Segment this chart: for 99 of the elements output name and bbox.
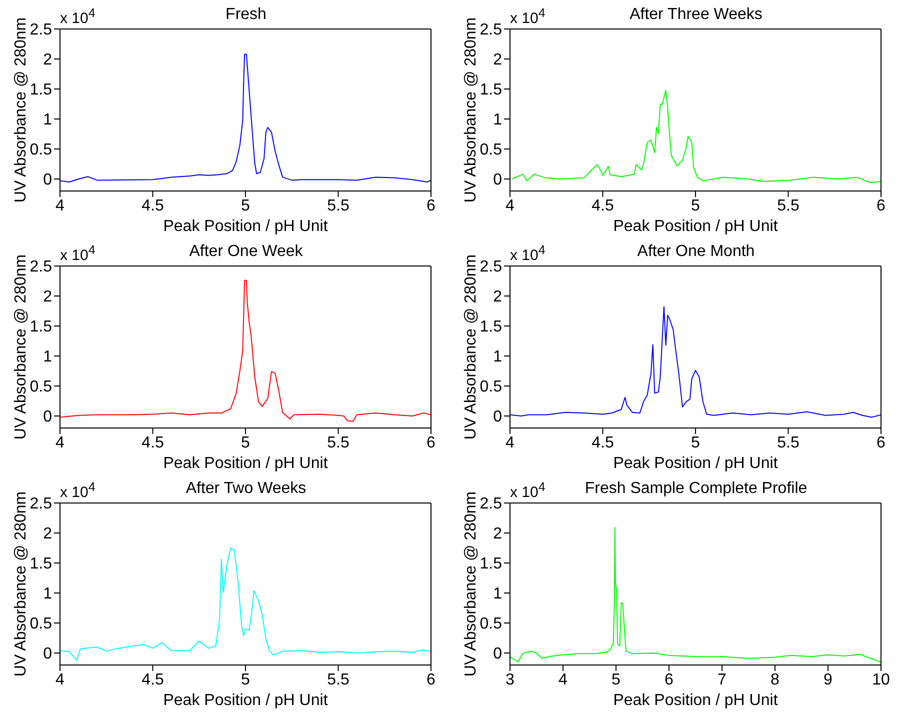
line-series <box>511 90 881 184</box>
x-tick-label: 4 <box>56 434 65 452</box>
x-tick-label: 5.5 <box>777 434 800 452</box>
y-tick-label: 1 <box>493 348 502 366</box>
x-tick-label: 6 <box>876 197 886 214</box>
line-series <box>510 306 881 418</box>
y-tick-label: 2 <box>493 288 502 306</box>
x-tick-label: 4 <box>558 671 568 688</box>
y-tick-label: 2 <box>493 52 502 69</box>
text: x 10$^{4}$ <box>60 243 96 264</box>
y-tick-label: 2.5 <box>30 258 52 276</box>
x-tick-label: 5 <box>612 671 621 688</box>
x-tick-label: 4.5 <box>592 197 614 214</box>
x-tick-label: 7 <box>718 671 727 688</box>
text: x 10$^{4}$ <box>510 480 546 501</box>
x-tick-label: 6 <box>426 434 436 452</box>
y-tick-label: 1 <box>43 586 52 603</box>
x-tick-label: 5 <box>691 197 700 214</box>
x-tick-label: 9 <box>824 671 833 688</box>
y-tick-label: 1 <box>493 586 502 603</box>
x-axis-title: Peak Position / pH Unit <box>163 218 328 235</box>
y-tick-label: 2.5 <box>480 496 502 513</box>
y-tick-label: 0.5 <box>480 616 502 633</box>
text: x 10$^{4}$ <box>510 6 546 27</box>
chart-title: After Three Weeks <box>630 6 762 23</box>
y-tick-label: 1 <box>493 112 502 129</box>
y-tick-label: 0.5 <box>30 142 52 159</box>
y-tick-label: 2 <box>43 52 52 69</box>
y-tick-label: 0.5 <box>30 616 52 633</box>
y-tick-label: 1 <box>43 112 52 129</box>
text: x 10$^{4}$ <box>60 6 96 27</box>
y-tick-label: 1.5 <box>30 556 52 573</box>
x-axis-title: Peak Position / pH Unit <box>613 692 778 709</box>
y-tick-label: 0 <box>493 646 502 663</box>
x-tick-label: 5.5 <box>327 671 350 688</box>
x-tick-label: 4 <box>56 197 65 214</box>
line-series <box>510 527 881 662</box>
y-tick-label: 0.5 <box>30 378 52 396</box>
chart-title: Fresh Sample Complete Profile <box>584 480 808 497</box>
chart-title: After Two Weeks <box>186 480 306 497</box>
x-tick-label: 5 <box>241 197 250 214</box>
x-tick-label: 5.5 <box>327 434 350 452</box>
x-tick-label: 6 <box>426 671 436 688</box>
x-axis-title: Peak Position / pH Unit <box>613 218 778 235</box>
y-tick-label: 0 <box>43 646 52 663</box>
x-tick-label: 5 <box>241 671 250 688</box>
x-tick-label: 8 <box>770 671 780 688</box>
text: x 10$^{4}$ <box>60 480 96 501</box>
y-tick-label: 0 <box>493 408 502 426</box>
y-axis-title: UV Absorbance @ 280nm <box>462 254 480 440</box>
line-series <box>60 54 431 182</box>
y-axis-title: UV Absorbance @ 280nm <box>12 254 30 440</box>
x-tick-label: 4.5 <box>142 197 164 214</box>
x-tick-label: 4.5 <box>142 434 164 452</box>
x-axis-title: Peak Position / pH Unit <box>163 692 328 709</box>
line-series <box>60 280 431 422</box>
y-tick-label: 2 <box>493 526 502 543</box>
y-tick-label: 0.5 <box>480 378 502 396</box>
x-tick-label: 4 <box>506 197 515 214</box>
line-series <box>60 548 431 661</box>
chart-title: Fresh <box>226 6 266 23</box>
x-axis-title: Peak Position / pH Unit <box>613 455 778 472</box>
y-tick-label: 1 <box>43 348 52 366</box>
text: x 10$^{4}$ <box>510 243 546 264</box>
x-tick-label: 4 <box>56 671 65 688</box>
y-axis-title: UV Absorbance @ 280nm <box>12 491 30 677</box>
y-axis-title: UV Absorbance @ 280nm <box>462 17 480 203</box>
x-tick-label: 4.5 <box>592 434 614 452</box>
y-tick-label: 2.5 <box>30 22 52 39</box>
chart-title: After One Month <box>637 243 755 260</box>
x-tick-label: 5.5 <box>327 197 350 214</box>
x-tick-label: 10 <box>872 671 890 688</box>
y-axis-title: UV Absorbance @ 280nm <box>12 17 30 203</box>
x-tick-label: 4.5 <box>142 671 164 688</box>
y-tick-label: 1.5 <box>480 556 502 573</box>
y-tick-label: 1.5 <box>480 82 502 99</box>
x-tick-label: 5 <box>241 434 250 452</box>
x-tick-label: 6 <box>876 434 886 452</box>
y-tick-label: 2 <box>43 526 52 543</box>
y-tick-label: 0 <box>43 172 52 189</box>
x-tick-label: 5 <box>691 434 700 452</box>
y-tick-label: 0 <box>493 172 502 189</box>
x-axis-title: Peak Position / pH Unit <box>163 455 328 472</box>
x-tick-label: 6 <box>664 671 674 688</box>
x-tick-label: 6 <box>426 197 436 214</box>
y-tick-label: 2.5 <box>480 22 502 39</box>
y-tick-label: 1.5 <box>30 318 52 336</box>
y-tick-label: 2.5 <box>480 258 502 276</box>
chart-title: After One Week <box>189 243 303 260</box>
y-tick-label: 0 <box>43 408 52 426</box>
y-axis-title: UV Absorbance @ 280nm <box>462 491 480 677</box>
x-tick-label: 4 <box>506 434 515 452</box>
y-tick-label: 1.5 <box>30 82 52 99</box>
y-tick-label: 2.5 <box>30 496 52 513</box>
x-tick-label: 3 <box>506 671 515 688</box>
y-tick-label: 1.5 <box>480 318 502 336</box>
y-tick-label: 2 <box>43 288 52 306</box>
y-tick-label: 0.5 <box>480 142 502 159</box>
x-tick-label: 5.5 <box>777 197 800 214</box>
